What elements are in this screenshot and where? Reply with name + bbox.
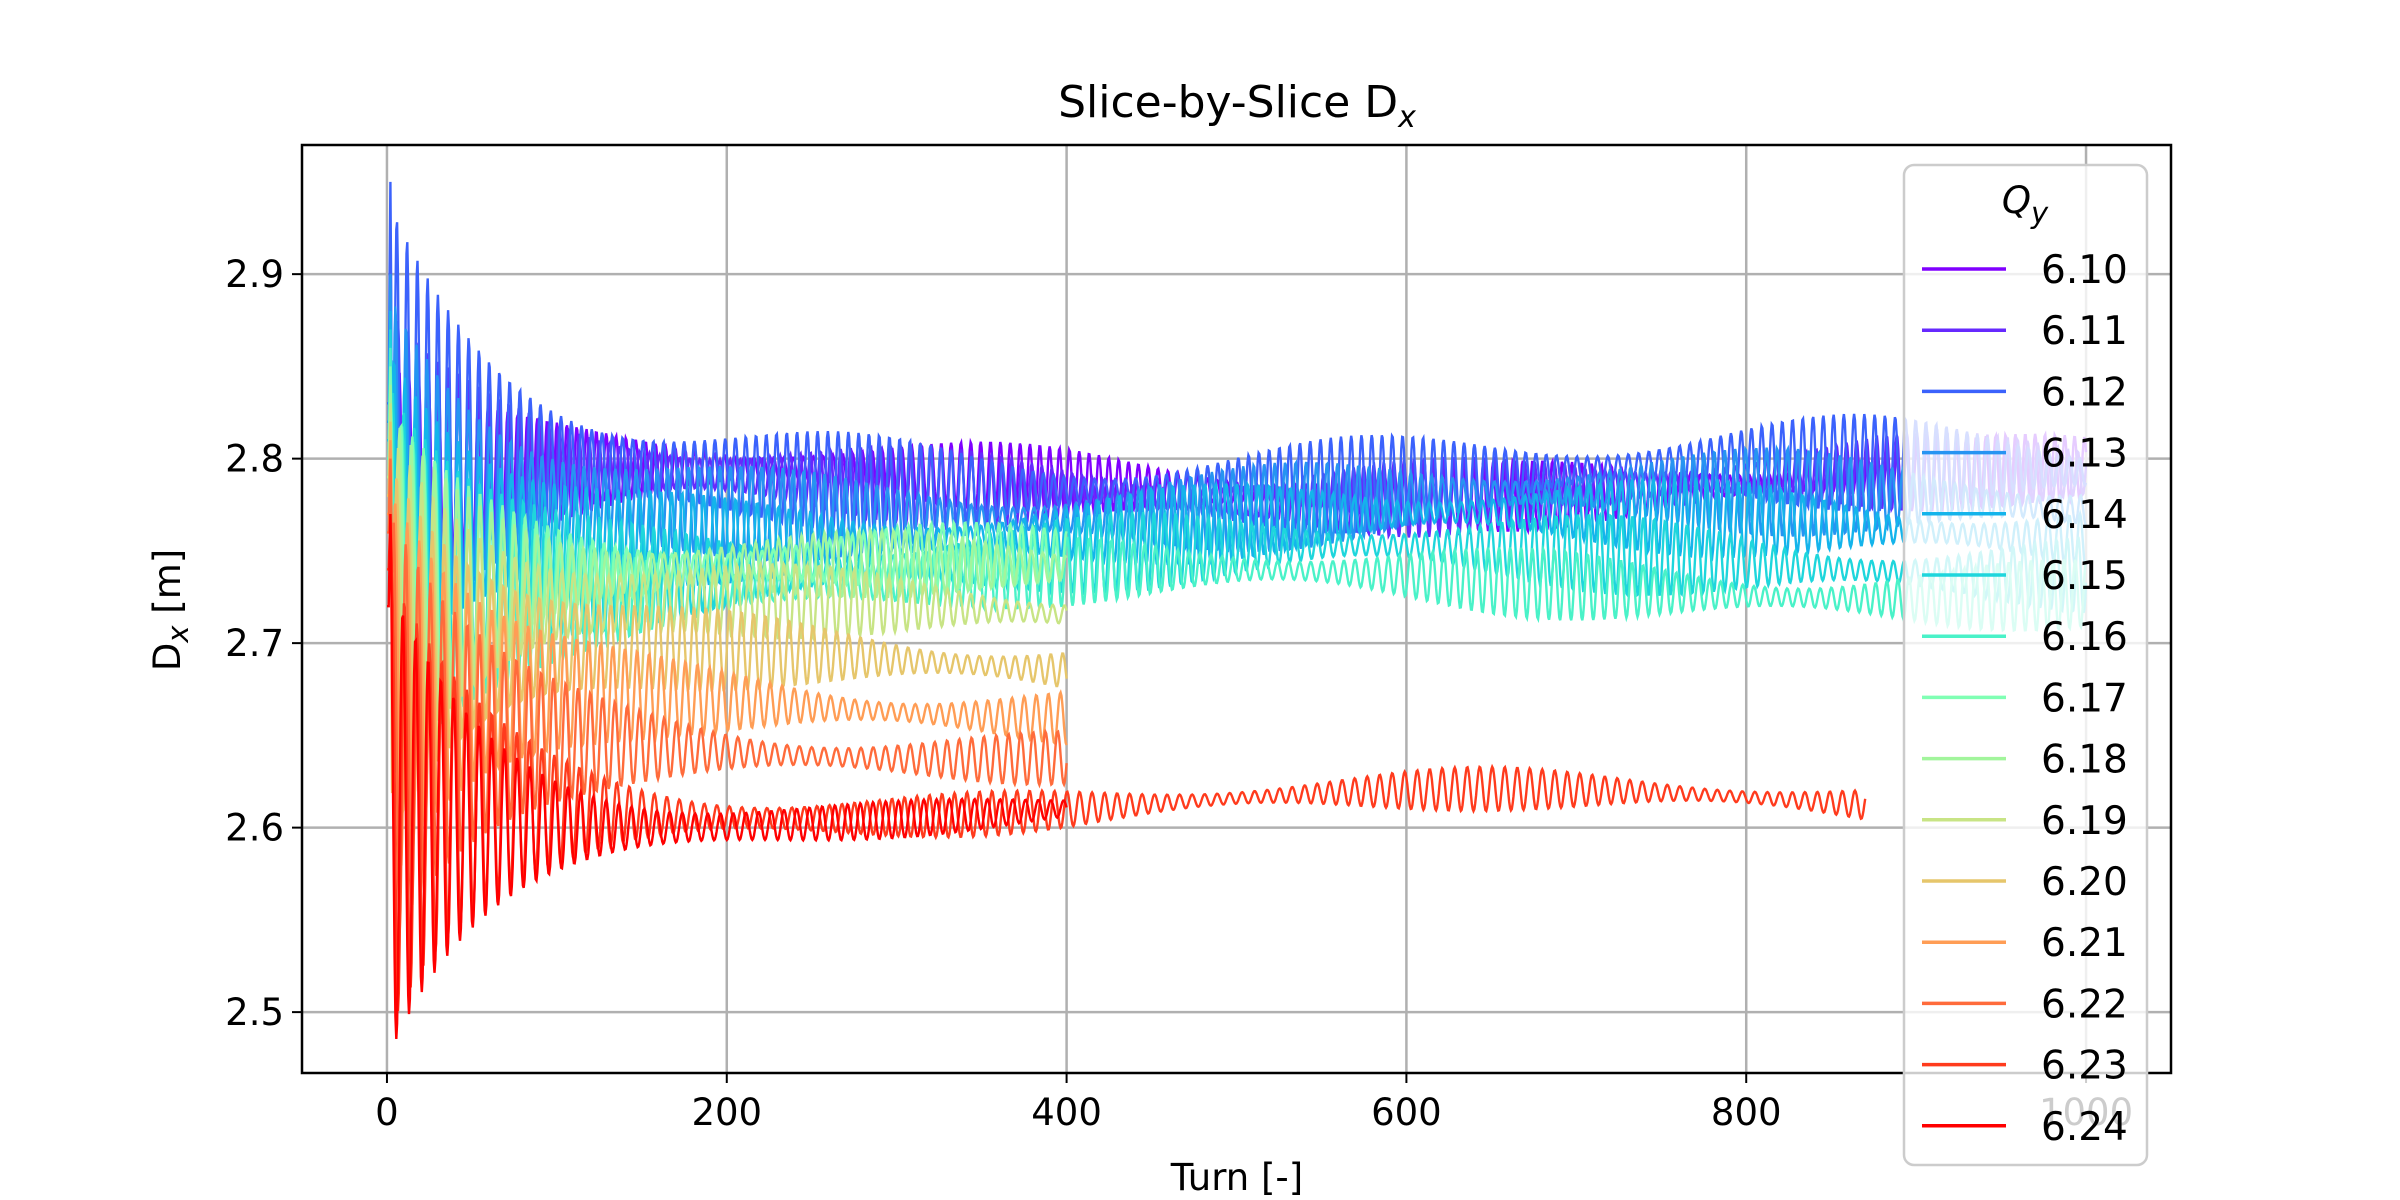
series-line-6.21 <box>387 440 1068 866</box>
series-line-6.14 <box>387 310 2088 676</box>
series-lines <box>387 181 2088 1040</box>
plot-area-frame <box>300 143 2173 1075</box>
legend-label-6.22: 6.22 <box>2041 982 2128 1027</box>
legend-label-6.13: 6.13 <box>2041 432 2128 477</box>
legend-label-6.18: 6.18 <box>2041 738 2128 783</box>
y-tick-label-1: 2.6 <box>225 807 284 850</box>
y-axis-label: Dx [m] <box>146 549 195 671</box>
legend-label-6.12: 6.12 <box>2041 370 2128 415</box>
legend-label-6.17: 6.17 <box>2041 676 2128 721</box>
legend-label-6.14: 6.14 <box>2041 493 2128 538</box>
y-tick-label-3: 2.8 <box>225 438 284 481</box>
series-line-6.20 <box>387 421 1068 814</box>
legend-entries: 6.10 6.11 6.12 6.13 6.14 6.15 6.16 6.17 6.18 6.19… <box>1922 248 2128 1150</box>
series-line-6.24 <box>387 513 1068 1040</box>
x-tick-label-3: 600 <box>1371 1091 1442 1134</box>
legend-title: Qy <box>2002 179 2049 230</box>
series-line-6.19 <box>387 403 1068 791</box>
legend-label-6.19: 6.19 <box>2041 799 2128 844</box>
y-tick-label-2: 2.7 <box>225 622 284 665</box>
legend-box <box>1902 163 2149 1167</box>
y-tick-label-0: 2.5 <box>225 991 284 1034</box>
y-axis-ticks: 2.5 2.6 2.7 2.8 2.9 <box>225 253 302 1034</box>
legend: Qy 6.106.116.126.136.146.156.166.176.186… <box>1902 163 2149 1167</box>
legend-label-6.10: 6.10 <box>2041 248 2128 293</box>
x-axis-ticks: 02004006008001000 <box>375 1073 2133 1134</box>
x-tick-label-0: 0 <box>375 1091 399 1134</box>
y-tick-label-4: 2.9 <box>225 253 284 296</box>
legend-label-6.16: 6.16 <box>2041 615 2128 660</box>
x-tick-label-2: 400 <box>1031 1091 1102 1134</box>
legend-label-6.24: 6.24 <box>2041 1105 2128 1150</box>
x-tick-label-1: 200 <box>691 1091 762 1134</box>
x-axis-label: Turn [-] <box>1170 1156 1303 1199</box>
legend-label-6.23: 6.23 <box>2041 1044 2128 1089</box>
series-line-6.22 <box>387 458 1068 933</box>
legend-label-6.11: 6.11 <box>2041 309 2128 354</box>
legend-label-6.20: 6.20 <box>2041 860 2128 905</box>
chart-title: Slice-by-Slice Dx <box>1058 77 1416 135</box>
series-line-6.12 <box>387 181 2088 714</box>
legend-label-6.21: 6.21 <box>2041 921 2128 966</box>
x-tick-label-4: 800 <box>1711 1091 1782 1134</box>
legend-label-6.15: 6.15 <box>2041 554 2128 599</box>
